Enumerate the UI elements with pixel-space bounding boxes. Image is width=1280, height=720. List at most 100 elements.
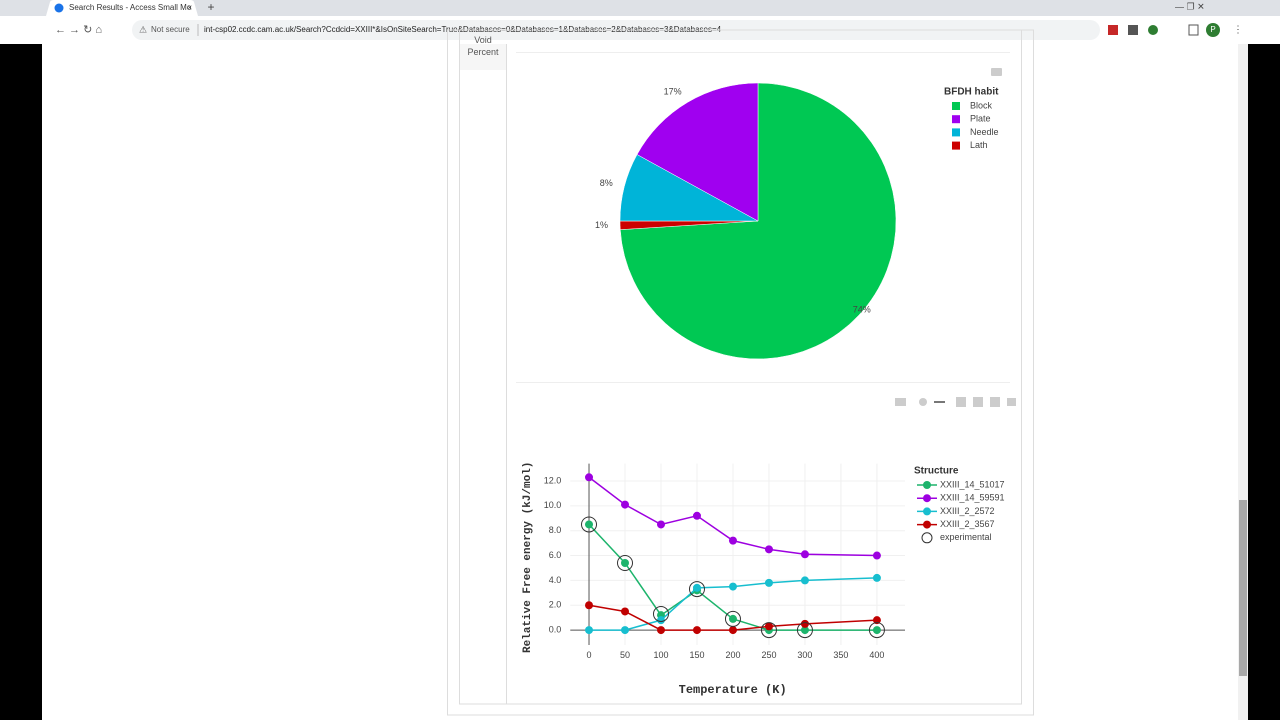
slice-label: 1% (595, 220, 608, 230)
series-line (588, 604, 877, 631)
legend-label: Lath (970, 140, 988, 150)
camera-icon[interactable] (895, 398, 906, 406)
data-point (621, 558, 630, 567)
data-point (760, 622, 777, 639)
legend-label: XXIII_2_3567 (940, 519, 995, 529)
legend-label: Plate (970, 114, 991, 124)
legend-marker (923, 507, 931, 516)
legend-title: BFDH habit (944, 87, 999, 98)
camera-icon[interactable] (991, 68, 1002, 76)
profile-avatar[interactable] (1206, 23, 1220, 37)
zoom-out-icon[interactable] (973, 397, 983, 407)
x-tick-label: 400 (869, 650, 884, 660)
data-point (656, 520, 665, 529)
data-point (585, 626, 594, 635)
scroll-thumb[interactable] (1239, 500, 1247, 676)
y-tick-label: 4.0 (549, 575, 562, 585)
series-line (588, 523, 877, 631)
sidepanel-icon[interactable] (1188, 24, 1199, 36)
data-point (764, 545, 773, 554)
data-point (800, 626, 809, 635)
data-point (728, 582, 737, 591)
x-tick-label: 350 (833, 650, 848, 660)
extension-icon[interactable] (1108, 25, 1118, 35)
profile-initial: P (1210, 25, 1215, 34)
x-tick-label: 250 (761, 650, 776, 660)
data-point (692, 626, 701, 635)
slice-label: 74% (853, 304, 871, 314)
security-label[interactable]: Not secure (151, 25, 190, 34)
data-point (652, 605, 669, 622)
nav-buttons[interactable]: ← → ↻ ⌂ (55, 24, 102, 36)
series-line (588, 476, 877, 557)
data-point (796, 622, 813, 639)
y-tick-label: 6.0 (549, 550, 562, 560)
y-tick-label: 8.0 (549, 525, 562, 535)
extension-icon[interactable] (1148, 25, 1158, 35)
data-point (692, 511, 701, 520)
data-point (728, 614, 737, 623)
autoscale-icon[interactable] (990, 397, 1000, 407)
pie-slice (636, 82, 759, 222)
scrollbar[interactable] (1238, 44, 1248, 720)
legend-swatch (952, 141, 960, 150)
data-point (764, 622, 773, 631)
data-point (800, 550, 809, 559)
sidebar-cell: Void Percent (467, 35, 499, 57)
sidebar-label: Void Percent (467, 35, 499, 57)
legend-swatch (952, 115, 960, 124)
zoom-icon[interactable] (919, 398, 927, 406)
panel (459, 29, 1022, 705)
x-axis-title: Temperature (K) (679, 683, 787, 697)
x-tick-label: 150 (689, 650, 704, 660)
data-point (621, 500, 630, 509)
slice-label: 17% (664, 86, 682, 96)
data-point (728, 536, 737, 545)
legend-title: Structure (914, 466, 959, 477)
y-tick-label: 10.0 (544, 500, 562, 510)
legend-label: XXIII_2_2572 (940, 506, 995, 516)
modebar (895, 397, 1016, 407)
y-tick-label: 2.0 (549, 600, 562, 610)
tab-close[interactable]: × (187, 2, 192, 12)
legend-marker (923, 520, 931, 529)
legend-swatch (952, 102, 960, 110)
data-point (800, 619, 809, 628)
data-point (868, 622, 885, 639)
data-point (764, 578, 773, 587)
data-point (692, 583, 701, 592)
pan-icon[interactable] (934, 401, 945, 403)
data-point (872, 616, 881, 625)
active-tab[interactable] (46, 0, 198, 16)
series-line (589, 577, 877, 631)
y-tick-label: 0.0 (549, 624, 562, 634)
data-point (621, 607, 630, 616)
x-tick-label: 0 (587, 650, 592, 660)
x-tick-label: 50 (620, 650, 630, 660)
tab-title[interactable]: Search Results - Access Small Mo (69, 3, 192, 12)
data-point (585, 520, 594, 529)
favicon (54, 3, 64, 13)
data-point (724, 610, 741, 627)
x-tick-label: 300 (797, 650, 812, 660)
window-controls[interactable]: — ❐ ✕ (1175, 1, 1205, 11)
warning-icon: ⚠ (139, 24, 147, 34)
menu[interactable]: ⋮ (1233, 25, 1243, 36)
legend-label: Block (970, 100, 993, 110)
data-point (617, 554, 634, 571)
data-point (585, 601, 594, 610)
data-point (581, 516, 598, 533)
header-cell (460, 44, 506, 70)
data-point (872, 573, 881, 582)
legend-label: XXIII_14_51017 (940, 479, 1005, 489)
zoom-in-icon[interactable] (956, 397, 966, 407)
reset-icon[interactable] (1007, 398, 1016, 406)
y-axis-title: Relative Free energy (kJ/mol) (522, 462, 534, 653)
new-tab[interactable]: + (207, 0, 214, 14)
legend-swatch (952, 128, 960, 137)
extension-icon[interactable] (1128, 25, 1138, 35)
slice-label: 8% (600, 178, 613, 188)
data-point (656, 626, 665, 635)
data-point (585, 473, 594, 482)
